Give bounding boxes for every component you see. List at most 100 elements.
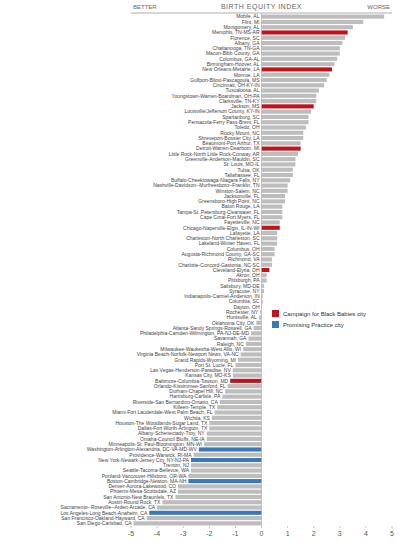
bar xyxy=(251,331,261,335)
bar xyxy=(217,405,261,409)
bar xyxy=(262,15,385,19)
tick-label: -4 xyxy=(154,530,160,537)
bar xyxy=(207,432,262,436)
bar xyxy=(262,273,267,277)
bar xyxy=(262,88,319,92)
bar xyxy=(262,67,332,71)
bar xyxy=(246,342,262,346)
bar xyxy=(262,125,306,129)
bar xyxy=(134,521,262,525)
zero-line xyxy=(261,13,262,526)
tick xyxy=(313,526,314,528)
bar xyxy=(220,400,262,404)
bar xyxy=(194,453,262,457)
bar xyxy=(262,57,338,61)
bar xyxy=(262,46,340,50)
bar xyxy=(225,389,262,393)
tick-label: 4 xyxy=(364,530,368,537)
bar xyxy=(262,173,293,177)
bar xyxy=(262,215,283,219)
bar xyxy=(241,352,262,356)
bar xyxy=(178,490,262,494)
bar xyxy=(262,30,348,34)
category-label: San Diego-Carlsbad, CA xyxy=(77,520,132,526)
bar xyxy=(199,447,262,451)
tick-label: -1 xyxy=(232,530,238,537)
bar xyxy=(262,73,330,77)
bar xyxy=(228,384,262,388)
bar xyxy=(262,110,312,114)
bar xyxy=(262,94,317,98)
legend-label: Promising Practice city xyxy=(283,322,344,328)
bar xyxy=(147,516,262,520)
bar xyxy=(262,194,285,198)
bar xyxy=(262,178,291,182)
bar xyxy=(262,199,285,203)
tick-label: 5 xyxy=(390,530,394,537)
bar xyxy=(262,136,304,140)
bar xyxy=(262,62,335,66)
bar xyxy=(262,104,314,108)
bar xyxy=(262,162,296,166)
bar xyxy=(262,278,267,282)
bar xyxy=(191,458,261,462)
bar xyxy=(262,189,288,193)
bar xyxy=(262,25,353,29)
tick-label: -2 xyxy=(206,530,212,537)
tick-label: 3 xyxy=(338,530,342,537)
tick-label: 0 xyxy=(260,530,264,537)
bar xyxy=(188,474,261,478)
bar xyxy=(222,395,261,399)
bar xyxy=(191,469,261,473)
tick xyxy=(131,526,132,528)
bar xyxy=(262,263,272,267)
category-labels: Mobile, ALFlint, MIMontgomery, ALMemphis… xyxy=(61,13,261,526)
bar xyxy=(162,500,261,504)
bar xyxy=(191,463,261,467)
bar xyxy=(262,115,309,119)
bar xyxy=(262,141,301,145)
bar xyxy=(230,379,261,383)
bar xyxy=(262,99,317,103)
bar xyxy=(262,183,288,187)
tick-label: -5 xyxy=(128,530,134,537)
bar xyxy=(262,231,278,235)
bar xyxy=(175,495,261,499)
bar xyxy=(262,120,309,124)
bar xyxy=(149,511,261,515)
tick-label: 2 xyxy=(312,530,316,537)
bar xyxy=(262,131,304,135)
bar xyxy=(259,315,262,319)
tick xyxy=(339,526,340,528)
tick xyxy=(392,526,393,528)
tick-label: -3 xyxy=(180,530,186,537)
tick xyxy=(209,526,210,528)
bar xyxy=(262,36,346,40)
bar xyxy=(262,242,278,246)
bar xyxy=(233,374,262,378)
bar xyxy=(262,257,272,261)
bar xyxy=(262,20,364,24)
bar xyxy=(248,337,261,341)
bar xyxy=(209,421,261,425)
tick xyxy=(365,526,366,528)
bar xyxy=(178,484,262,488)
bar xyxy=(262,147,301,151)
annotation: BETTER xyxy=(133,4,157,10)
bar xyxy=(235,363,261,367)
bar xyxy=(262,83,325,87)
bar xyxy=(207,437,262,441)
bar xyxy=(157,505,261,509)
bar xyxy=(254,326,262,330)
bar xyxy=(262,236,278,240)
title: BIRTH EQUITY INDEX xyxy=(221,3,302,11)
annotation: WORSE xyxy=(367,4,390,10)
bar xyxy=(256,321,261,325)
bar xyxy=(215,410,262,414)
bar xyxy=(212,416,262,420)
bar xyxy=(262,220,280,224)
bar xyxy=(262,205,283,209)
bar xyxy=(262,210,283,214)
bar xyxy=(262,226,280,230)
chart: BIRTH EQUITY INDEX BETTER WORSE Mobile, ALF… xyxy=(0,0,400,542)
